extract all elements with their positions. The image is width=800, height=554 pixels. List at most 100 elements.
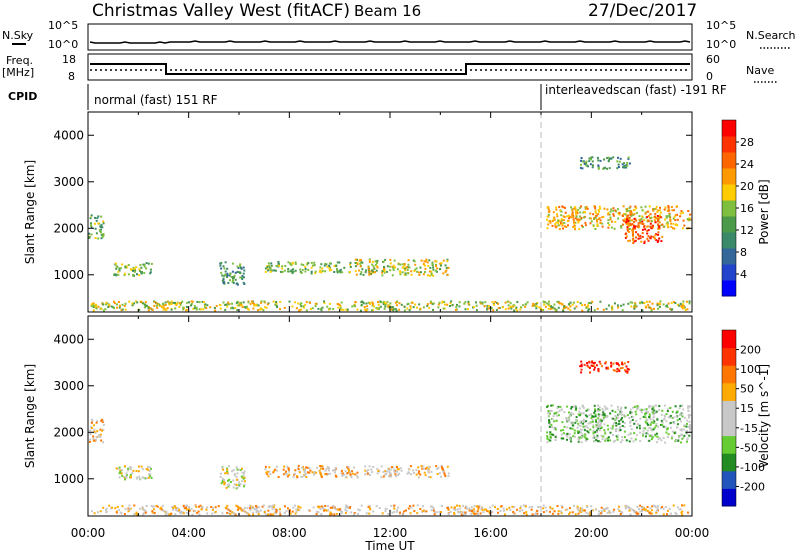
echo-cell: [588, 217, 591, 220]
echo-cell: [686, 440, 688, 443]
echo-cell: [236, 309, 239, 312]
echo-cell: [583, 426, 586, 429]
echo-cell: [174, 303, 177, 306]
echo-cell: [603, 414, 606, 417]
echo-cell: [391, 306, 394, 309]
echo-cell: [626, 505, 629, 508]
echo-cell: [493, 303, 495, 306]
echo-cell: [636, 505, 639, 508]
echo-cell: [629, 205, 632, 208]
echo-cell: [391, 265, 394, 268]
echo-cell: [118, 306, 121, 309]
echo-cell: [101, 226, 104, 229]
echo-cell: [170, 308, 173, 311]
echo-cell: [420, 259, 423, 262]
echo-cell: [577, 220, 580, 223]
echo-cell: [611, 305, 614, 308]
echo-cell: [561, 205, 564, 208]
echo-cell: [93, 512, 96, 515]
echo-cell: [597, 417, 600, 420]
echo-cell: [566, 426, 569, 429]
colorbar-swatch: [722, 382, 736, 401]
echo-cell: [427, 274, 429, 277]
echo-cell: [427, 264, 430, 267]
echo-cell: [101, 429, 104, 432]
echo-cell: [246, 512, 249, 515]
echo-cell: [226, 472, 229, 474]
noise-tick-right-bottom: 10^0: [706, 38, 736, 51]
echo-cell: [565, 226, 568, 228]
colorbar-swatch: [722, 347, 736, 366]
echo-cell: [625, 365, 628, 368]
echo-cell: [124, 478, 126, 481]
echo-cell: [323, 264, 326, 267]
echo-cell: [358, 259, 361, 262]
echo-cell: [384, 510, 387, 513]
echo-cell: [597, 159, 600, 162]
echo-cell: [553, 307, 556, 310]
echo-cell: [663, 414, 666, 417]
echo-cell: [449, 305, 451, 307]
echo-cell: [613, 369, 616, 372]
echo-cell: [147, 309, 150, 312]
echo-cell: [102, 428, 105, 431]
echo-cell: [140, 300, 143, 303]
echo-cell: [606, 167, 608, 170]
echo-cell: [665, 215, 668, 218]
echo-cell: [257, 506, 260, 509]
echo-cell: [460, 513, 463, 516]
echo-cell: [346, 466, 349, 469]
echo-cell: [389, 262, 392, 265]
echo-cell: [549, 221, 552, 224]
echo-cell: [587, 165, 589, 168]
echo-cell: [656, 218, 659, 221]
echo-cell: [657, 438, 660, 441]
colorbar-swatch: [722, 216, 736, 233]
echo-cell: [410, 273, 413, 276]
echo-cell: [589, 511, 592, 514]
echo-cell: [183, 507, 186, 510]
echo-cell: [602, 411, 605, 414]
ytick-label: 1000: [53, 472, 84, 486]
echo-cell: [429, 302, 432, 305]
echo-cell: [669, 426, 672, 429]
echo-cell: [305, 476, 308, 478]
echo-cell: [592, 429, 595, 432]
echo-cell: [224, 308, 227, 311]
echo-cell: [535, 509, 538, 512]
echo-cell: [354, 473, 357, 476]
echo-cell: [266, 265, 269, 267]
echo-cell: [336, 269, 339, 272]
echo-cell: [172, 505, 175, 508]
echo-cell: [629, 223, 632, 226]
echo-cell: [380, 301, 383, 304]
echo-cell: [614, 428, 617, 431]
echo-cell: [254, 508, 257, 511]
echo-cell: [560, 504, 563, 507]
echo-cell: [242, 301, 245, 304]
echo-cell: [502, 509, 505, 512]
echo-cell: [275, 301, 278, 303]
echo-cell: [582, 509, 585, 512]
echo-cell: [549, 220, 552, 222]
echo-cell: [265, 471, 268, 474]
echo-cell: [662, 425, 665, 428]
echo-cell: [505, 508, 508, 511]
echo-cell: [647, 235, 650, 238]
echo-cell: [612, 214, 615, 217]
echo-cell: [284, 473, 287, 476]
echo-cell: [411, 301, 414, 304]
echo-cell: [143, 263, 146, 266]
echo-cell: [535, 302, 538, 305]
echo-cell: [519, 507, 522, 510]
echo-cell: [613, 508, 616, 511]
echo-cell: [609, 439, 612, 442]
echo-cell: [195, 308, 198, 311]
echo-cell: [458, 301, 461, 304]
echo-cell: [143, 272, 146, 274]
echo-cell: [629, 411, 632, 414]
echo-cell: [226, 274, 229, 277]
echo-cell: [489, 512, 492, 515]
echo-cell: [678, 418, 681, 420]
echo-cell: [623, 166, 626, 169]
